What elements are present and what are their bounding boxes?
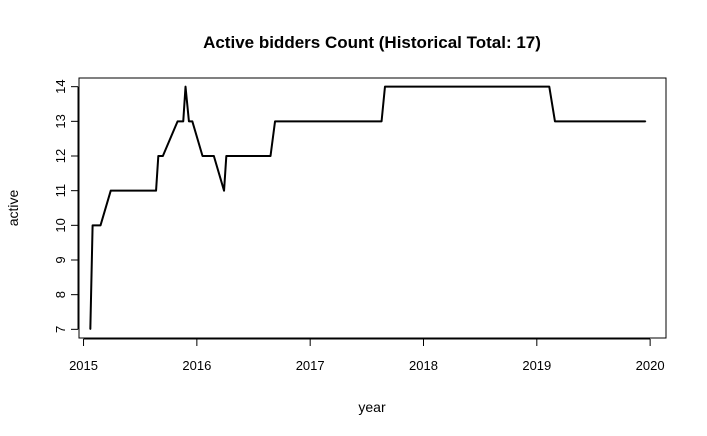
data-point [201,155,204,157]
data-point [92,224,94,226]
y-axis-label: active [5,190,21,227]
x-tick-label: 2016 [182,358,211,373]
data-point [155,190,157,192]
y-tick-label: 8 [53,291,68,298]
y-tick-label: 14 [53,79,68,93]
data-point [384,86,386,88]
x-tick-label: 2018 [409,358,438,373]
y-tick-label: 12 [53,149,68,163]
data-point [191,120,193,122]
series-layer [89,85,647,330]
data-point [225,155,227,157]
y-axis: 7 8 9 10 11 12 13 14 [53,79,79,333]
data-point [188,120,190,122]
y-tick-label: 7 [53,326,68,333]
y-tick-label: 11 [53,184,68,198]
x-axis-label: year [358,399,386,415]
x-tick-label: 2020 [636,358,665,373]
data-point [110,190,112,192]
data-point [223,190,225,192]
data-point [162,155,164,157]
y-tick-label: 9 [53,256,68,263]
series-line-0 [89,85,646,330]
plot-frame [78,77,667,339]
chart-title: Active bidders Count (Historical Total: … [203,33,541,52]
data-point [213,155,215,157]
data-point [380,120,383,122]
y-tick-label: 13 [53,114,68,128]
y-tick-label: 10 [53,218,68,232]
data-point [554,120,556,122]
data-point [184,86,187,88]
x-tick-label: 2015 [69,358,98,373]
data-point [548,86,550,88]
x-tick-label: 2019 [522,358,551,373]
data-point [269,155,272,157]
data-point [157,155,159,157]
data-point [89,328,91,330]
data-point [274,120,276,122]
data-point [182,120,184,122]
data-point [176,120,179,122]
x-tick-label: 2017 [296,358,325,373]
data-point [645,120,647,122]
data-point [99,224,102,226]
x-axis: 2015 2016 2017 2018 2019 2020 [69,338,665,373]
